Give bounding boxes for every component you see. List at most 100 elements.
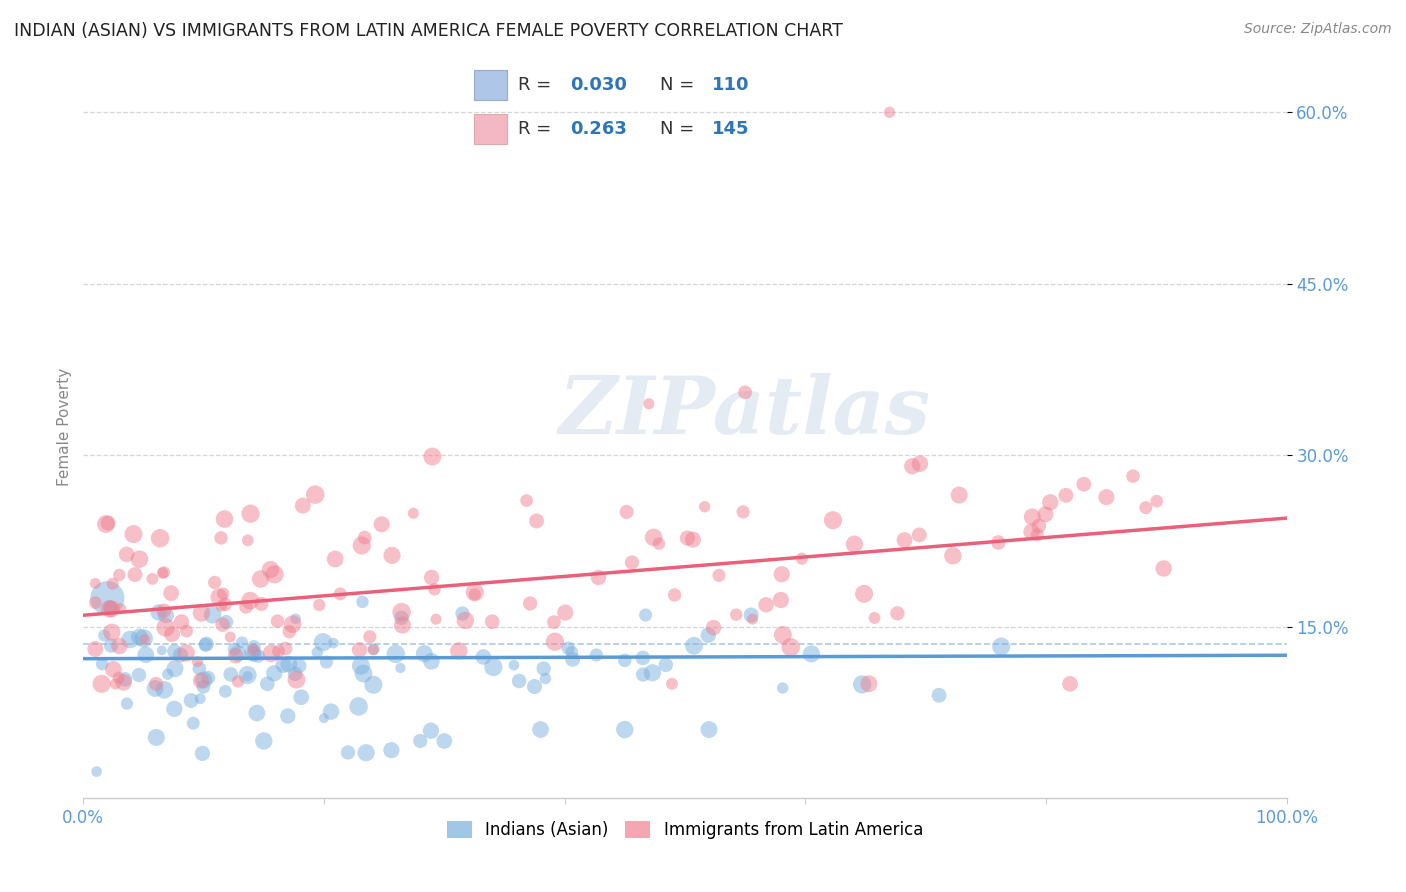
Text: Source: ZipAtlas.com: Source: ZipAtlas.com xyxy=(1244,22,1392,37)
Point xyxy=(188,691,211,706)
Point xyxy=(284,666,307,681)
Point xyxy=(779,640,801,655)
Text: INDIAN (ASIAN) VS IMMIGRANTS FROM LATIN AMERICA FEMALE POVERTY CORRELATION CHART: INDIAN (ASIAN) VS IMMIGRANTS FROM LATIN … xyxy=(14,22,844,40)
Point xyxy=(613,723,636,737)
Point xyxy=(349,642,371,657)
Point xyxy=(544,634,567,648)
Point xyxy=(755,598,778,612)
Point xyxy=(942,549,965,563)
Point xyxy=(101,576,124,591)
Point xyxy=(250,597,273,611)
Point xyxy=(195,637,218,651)
Point xyxy=(447,644,470,658)
Point xyxy=(693,500,716,514)
Point xyxy=(354,746,377,760)
Point xyxy=(153,566,176,580)
Point xyxy=(769,593,792,607)
Point xyxy=(1028,519,1050,533)
Point xyxy=(225,648,247,663)
Point xyxy=(160,586,183,600)
Point xyxy=(285,673,308,687)
Point xyxy=(108,639,131,653)
Point xyxy=(170,615,193,629)
Point xyxy=(901,459,924,474)
Point xyxy=(267,644,290,658)
Point xyxy=(370,517,392,532)
Point xyxy=(84,596,107,610)
Point xyxy=(219,630,242,644)
Point xyxy=(350,539,373,553)
Point xyxy=(391,618,413,632)
Point xyxy=(337,746,360,760)
Point xyxy=(858,677,880,691)
Point xyxy=(543,615,565,629)
Point xyxy=(214,684,236,698)
Point xyxy=(256,677,278,691)
Point xyxy=(186,655,208,669)
Point xyxy=(886,607,908,621)
Point xyxy=(1026,528,1049,542)
Point xyxy=(263,666,285,681)
Point xyxy=(329,587,352,601)
Point xyxy=(347,699,370,714)
Point xyxy=(107,671,129,685)
Point xyxy=(84,642,107,657)
Point xyxy=(1122,469,1144,483)
Point xyxy=(534,672,557,686)
Point xyxy=(101,625,124,640)
Point xyxy=(101,602,124,616)
Point xyxy=(128,552,150,566)
Point xyxy=(114,673,136,687)
Point xyxy=(266,614,288,628)
Point xyxy=(391,605,413,619)
Point xyxy=(97,516,120,530)
Point xyxy=(1146,494,1168,508)
Point xyxy=(353,531,375,545)
Point xyxy=(180,693,202,707)
Legend: Indians (Asian), Immigrants from Latin America: Indians (Asian), Immigrants from Latin A… xyxy=(440,814,929,846)
Point xyxy=(740,608,762,623)
Point xyxy=(132,632,155,646)
Point xyxy=(209,531,232,545)
Point xyxy=(634,607,657,622)
Text: ZIPatlas: ZIPatlas xyxy=(560,373,931,450)
Point xyxy=(209,599,232,613)
Point xyxy=(851,677,873,691)
Point xyxy=(153,604,176,618)
Point xyxy=(643,530,665,544)
Point xyxy=(561,645,583,659)
Point xyxy=(323,552,346,566)
Point xyxy=(987,535,1010,549)
Point xyxy=(242,646,264,660)
Point xyxy=(288,658,311,673)
Point xyxy=(529,723,551,737)
Point xyxy=(772,681,794,695)
Point xyxy=(620,556,643,570)
Point xyxy=(423,582,446,597)
Point xyxy=(1021,509,1043,524)
Point xyxy=(155,608,177,623)
Point xyxy=(103,662,125,676)
Point xyxy=(260,646,283,660)
Point xyxy=(231,635,253,649)
Point xyxy=(928,688,950,702)
Point xyxy=(1039,495,1062,509)
Point xyxy=(249,572,271,586)
Point xyxy=(190,606,212,620)
Point xyxy=(278,624,301,639)
Point xyxy=(363,678,385,692)
Point xyxy=(149,531,172,545)
Point xyxy=(613,653,636,667)
Point xyxy=(683,639,706,653)
Point xyxy=(219,667,242,681)
Point xyxy=(526,514,548,528)
Point xyxy=(359,630,381,644)
Point xyxy=(239,593,262,607)
Point xyxy=(402,506,425,520)
Point xyxy=(554,606,576,620)
Point xyxy=(863,611,886,625)
Point xyxy=(128,630,150,644)
Point xyxy=(350,658,373,673)
Point xyxy=(664,588,686,602)
Point xyxy=(420,570,443,584)
